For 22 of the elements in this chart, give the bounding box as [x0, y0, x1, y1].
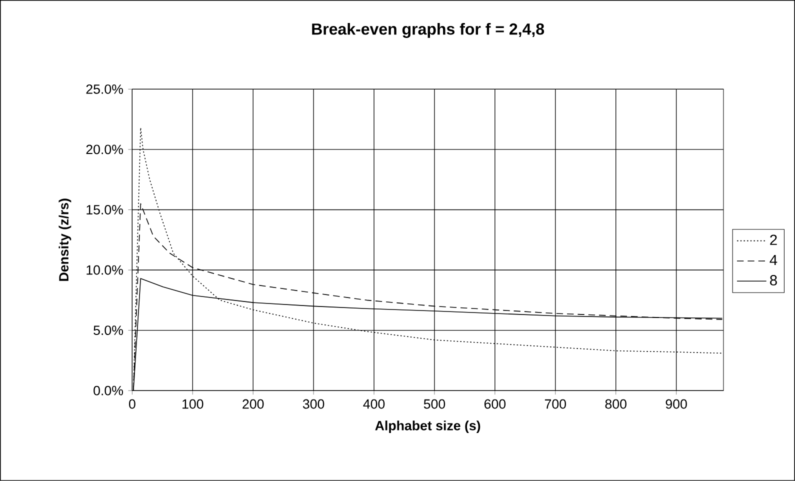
x-tick-label: 600 — [484, 399, 506, 409]
x-axis-title: Alphabet size (s) — [375, 420, 480, 434]
chart-title: Break-even graphs for f = 2,4,8 — [312, 23, 544, 38]
y-tick-label: 5.0% — [94, 326, 124, 336]
legend-label: 4 — [770, 254, 778, 266]
x-tick-label: 700 — [544, 399, 566, 409]
y-tick-label: 10.0% — [86, 265, 124, 275]
legend-label: 8 — [770, 275, 777, 286]
x-tick-label: 100 — [182, 399, 204, 409]
x-tick-label: 300 — [302, 399, 324, 409]
x-tick-label: 800 — [605, 399, 626, 409]
x-tick-label: 200 — [242, 399, 264, 409]
legend-label: 2 — [770, 234, 777, 245]
x-tick-label: 400 — [363, 399, 385, 409]
y-tick-label: 15.0% — [86, 205, 124, 214]
y-tick-label: 20.0% — [86, 144, 124, 154]
x-tick-label: 500 — [424, 399, 446, 409]
y-tick-label: 0.0% — [94, 386, 124, 396]
x-tick-label: 0 — [128, 399, 136, 409]
y-tick-label: 25.0% — [86, 84, 124, 94]
x-tick-label: 900 — [666, 399, 687, 409]
y-axis-title: Density (z/rs) — [58, 198, 72, 281]
